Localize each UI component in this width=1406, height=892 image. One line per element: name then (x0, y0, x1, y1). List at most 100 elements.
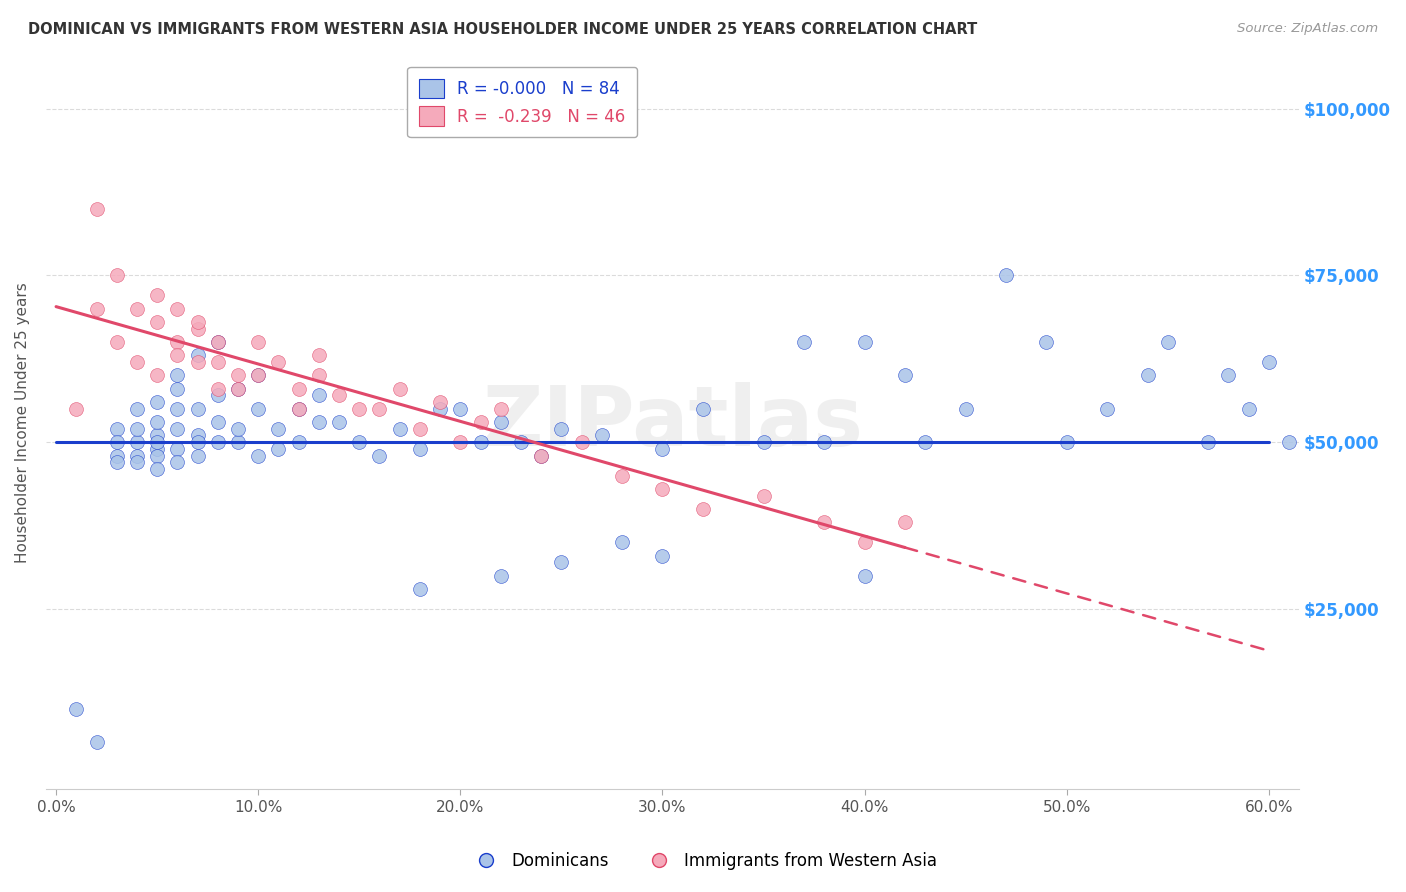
Point (267, 442, 290, 456)
Point (105, 455, 128, 469)
Text: Source: ZipAtlas.com: Source: ZipAtlas.com (1237, 22, 1378, 36)
Point (813, 515, 835, 529)
Point (86, 202, 108, 216)
Point (226, 422, 249, 436)
Point (166, 348, 188, 362)
Point (166, 334, 188, 349)
Point (125, 435, 148, 450)
Point (207, 382, 229, 396)
Point (105, 422, 128, 436)
Point (388, 382, 411, 396)
Point (1095, 401, 1118, 416)
Point (287, 401, 309, 416)
Point (207, 435, 229, 450)
Point (894, 515, 917, 529)
Point (247, 401, 270, 416)
Point (349, 401, 371, 416)
Point (1157, 334, 1180, 349)
Point (287, 435, 309, 450)
Point (247, 334, 270, 349)
Point (187, 315, 209, 329)
Point (247, 368, 270, 383)
Point (105, 268, 128, 283)
Point (267, 355, 290, 369)
Point (105, 449, 128, 463)
Point (166, 455, 188, 469)
Point (308, 368, 330, 383)
Point (328, 415, 350, 429)
Point (752, 489, 775, 503)
Point (409, 442, 432, 456)
Point (146, 315, 169, 329)
Point (489, 415, 512, 429)
Point (166, 382, 188, 396)
Point (146, 442, 169, 456)
Point (125, 401, 148, 416)
Point (226, 382, 249, 396)
Point (207, 388, 229, 402)
Point (125, 422, 148, 436)
Point (125, 355, 148, 369)
Point (125, 301, 148, 316)
Point (853, 568, 876, 582)
Point (368, 401, 391, 416)
Point (226, 368, 249, 383)
Point (429, 395, 451, 409)
Point (187, 435, 209, 450)
Point (308, 415, 330, 429)
Point (1237, 401, 1260, 416)
Point (105, 435, 128, 450)
Point (187, 428, 209, 442)
Point (692, 502, 714, 516)
Text: ZIPatlas: ZIPatlas (482, 382, 863, 463)
Point (449, 435, 471, 450)
Point (955, 401, 977, 416)
Point (226, 435, 249, 450)
Point (610, 535, 633, 549)
Point (247, 449, 270, 463)
Point (1278, 435, 1301, 450)
Point (207, 334, 229, 349)
Point (125, 449, 148, 463)
Point (349, 435, 371, 450)
Point (489, 401, 512, 416)
Point (86, 301, 108, 316)
Point (287, 401, 309, 416)
Point (187, 355, 209, 369)
Point (287, 382, 309, 396)
Point (207, 355, 229, 369)
Point (146, 368, 169, 383)
Point (187, 322, 209, 336)
Point (651, 442, 673, 456)
Point (510, 435, 533, 450)
Text: DOMINICAN VS IMMIGRANTS FROM WESTERN ASIA HOUSEHOLDER INCOME UNDER 25 YEARS CORR: DOMINICAN VS IMMIGRANTS FROM WESTERN ASI… (28, 22, 977, 37)
Point (146, 428, 169, 442)
Point (651, 482, 673, 496)
Point (187, 449, 209, 463)
Point (328, 388, 350, 402)
Point (449, 401, 471, 416)
Point (995, 268, 1018, 283)
Point (591, 428, 613, 442)
Point (207, 415, 229, 429)
Point (651, 549, 673, 563)
Point (368, 449, 391, 463)
Point (187, 348, 209, 362)
Point (388, 422, 411, 436)
Point (105, 334, 128, 349)
Point (914, 435, 936, 450)
Point (1218, 368, 1240, 383)
Point (146, 462, 169, 476)
Point (530, 449, 553, 463)
Point (470, 435, 492, 450)
Point (187, 401, 209, 416)
Point (470, 415, 492, 429)
Point (793, 334, 815, 349)
Point (247, 368, 270, 383)
Point (550, 555, 572, 569)
Point (409, 582, 432, 596)
Point (308, 348, 330, 362)
Point (86, 735, 108, 749)
Point (752, 435, 775, 450)
Point (308, 388, 330, 402)
